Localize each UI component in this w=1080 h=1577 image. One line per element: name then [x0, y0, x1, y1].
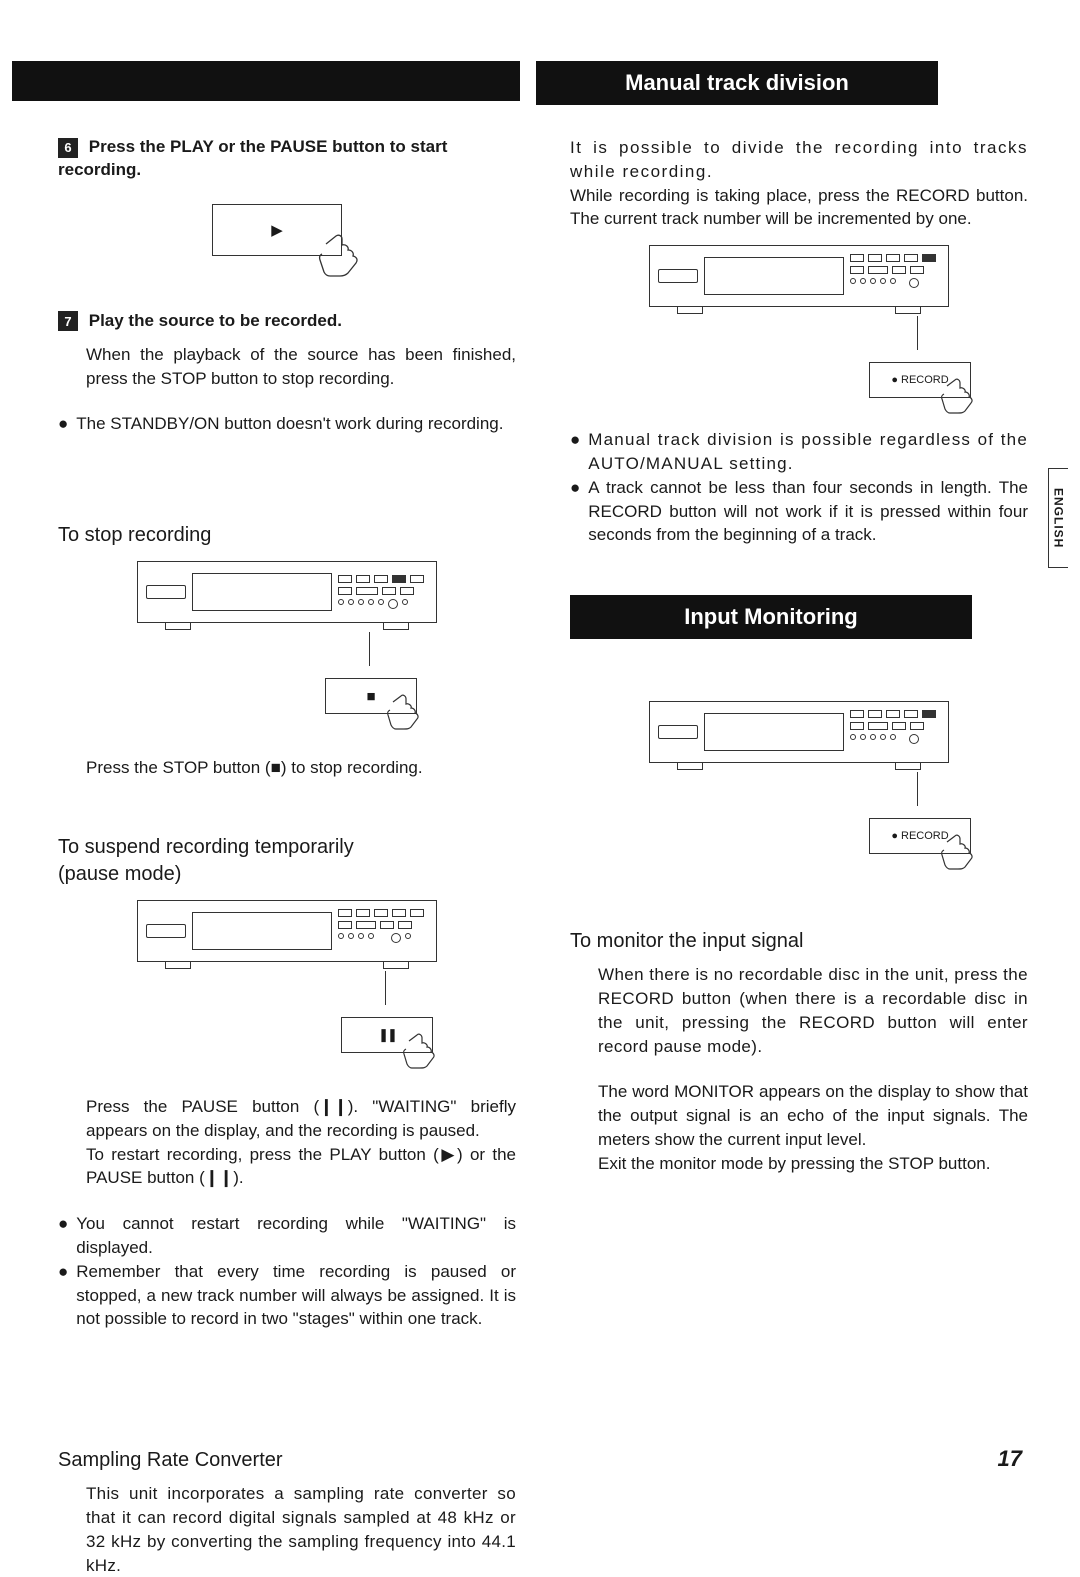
illustration-device-record-1: ● RECORD — [649, 245, 949, 398]
bullet-icon: ● — [58, 1260, 68, 1331]
step-7-text: Play the source to be recorded. — [89, 311, 342, 330]
hand-pointer-icon — [937, 824, 985, 872]
stop-body: Press the STOP button (■) to stop record… — [86, 756, 516, 780]
pause-bullet-1-text: You cannot restart recording while "WAIT… — [76, 1212, 516, 1260]
sampling-rate-body: This unit incorporates a sampling rate c… — [86, 1482, 516, 1577]
note-standby: ● The STANDBY/ON button doesn't work dur… — [58, 412, 516, 436]
step-7-body: When the playback of the source has been… — [86, 343, 516, 391]
page-columns: 6 Press the PLAY or the PAUSE button to … — [58, 136, 1028, 1577]
pause-bullet-2-text: Remember that every time recording is pa… — [76, 1260, 516, 1331]
step-7: 7 Play the source to be recorded. — [58, 310, 516, 333]
mtd-bullet-2: ● A track cannot be less than four secon… — [570, 476, 1028, 547]
step-6: 6 Press the PLAY or the PAUSE button to … — [58, 136, 516, 182]
hand-pointer-icon — [937, 368, 985, 416]
mtd-bullet-1-text: Manual track division is possible regard… — [588, 428, 1028, 476]
heading-monitor-input: To monitor the input signal — [570, 930, 1028, 953]
language-tab: ENGLISH — [1048, 468, 1068, 568]
monitor-p2: The word MONITOR appears on the display … — [598, 1080, 1028, 1151]
mtd-paragraph-1: It is possible to divide the recording i… — [570, 136, 1028, 184]
language-tab-label: ENGLISH — [1052, 488, 1066, 548]
monitor-p1: When there is no recordable disc in the … — [598, 963, 1028, 1058]
bullet-icon: ● — [570, 476, 580, 547]
illustration-device-record-2: ● RECORD — [649, 701, 949, 854]
note-standby-text: The STANDBY/ON button doesn't work durin… — [76, 412, 503, 436]
pause-bullet-1: ● You cannot restart recording while "WA… — [58, 1212, 516, 1260]
bullet-icon: ● — [570, 428, 580, 476]
bullet-icon: ● — [58, 1212, 68, 1260]
right-column: It is possible to divide the recording i… — [570, 136, 1028, 1577]
hand-pointer-icon — [314, 222, 370, 278]
page-number: 17 — [998, 1446, 1022, 1472]
play-icon: ▶ — [271, 221, 283, 239]
left-column: 6 Press the PLAY or the PAUSE button to … — [58, 136, 516, 1577]
illustration-device-stop: ■ — [137, 561, 437, 714]
step-6-number: 6 — [58, 138, 78, 158]
pause-bullet-2: ● Remember that every time recording is … — [58, 1260, 516, 1331]
pause-icon: ❚❚ — [378, 1027, 396, 1043]
pause-body-1: Press the PAUSE button (❙❙). "WAITING" b… — [86, 1095, 516, 1143]
heading-sampling-rate: Sampling Rate Converter — [58, 1449, 516, 1472]
step-7-number: 7 — [58, 311, 78, 331]
banner-input-monitoring: Input Monitoring — [570, 595, 972, 639]
mtd-bullet-2-text: A track cannot be less than four seconds… — [588, 476, 1028, 547]
heading-pause-l2: (pause mode) — [58, 863, 516, 886]
hand-pointer-icon — [399, 1023, 447, 1071]
heading-pause-l1: To suspend recording temporarily — [58, 836, 516, 859]
hand-pointer-icon — [383, 684, 431, 732]
heading-stop-recording: To stop recording — [58, 524, 516, 547]
monitor-p3: Exit the monitor mode by pressing the ST… — [598, 1152, 1028, 1176]
illustration-device-pause: ❚❚ — [137, 900, 437, 1053]
mtd-paragraph-2: While recording is taking place, press t… — [570, 184, 1028, 232]
top-black-bar — [12, 61, 520, 101]
banner-manual-track: Manual track division — [536, 61, 938, 105]
step-6-text: Press the PLAY or the PAUSE button to st… — [58, 137, 447, 179]
stop-icon: ■ — [366, 688, 375, 705]
mtd-bullet-1: ● Manual track division is possible rega… — [570, 428, 1028, 476]
pause-body-2: To restart recording, press the PLAY but… — [86, 1143, 516, 1191]
bullet-icon: ● — [58, 412, 68, 436]
illustration-play-button: ▶ — [212, 204, 362, 256]
